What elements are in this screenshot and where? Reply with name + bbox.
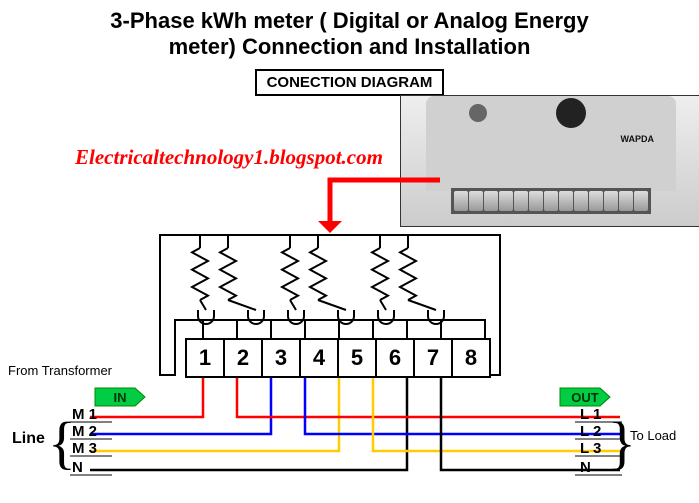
in-line-M3: M 3 <box>72 440 97 457</box>
out-line-L3: L 3 <box>580 440 601 457</box>
svg-text:OUT: OUT <box>571 390 599 405</box>
diagram-label-row: CONECTION DIAGRAM <box>0 69 699 96</box>
terminal-8: 8 <box>451 338 491 378</box>
terminal-2: 2 <box>223 338 263 378</box>
out-line-L2: L 2 <box>580 423 601 440</box>
watermark: Electricaltechnology1.blogspot.com <box>75 145 383 170</box>
page-title: 3-Phase kWh meter ( Digital or Analog En… <box>0 0 699 61</box>
out-line-L1: L 1 <box>580 406 601 423</box>
title-line-1: 3-Phase kWh meter ( Digital or Analog En… <box>0 8 699 34</box>
in-line-M1: M 1 <box>72 406 97 423</box>
brace-right: } <box>608 420 636 466</box>
diagram-box-label: CONECTION DIAGRAM <box>255 69 445 96</box>
terminal-3: 3 <box>261 338 301 378</box>
terminal-7: 7 <box>413 338 453 378</box>
terminal-1: 1 <box>185 338 225 378</box>
out-line-N: N <box>580 459 591 476</box>
svg-text:IN: IN <box>114 390 127 405</box>
line-label: Line <box>12 430 45 448</box>
terminal-4: 4 <box>299 338 339 378</box>
in-line-M2: M 2 <box>72 423 97 440</box>
terminal-6: 6 <box>375 338 415 378</box>
terminal-5: 5 <box>337 338 377 378</box>
title-line-2: meter) Connection and Installation <box>0 34 699 60</box>
meter-brand: WAPDA <box>621 134 655 144</box>
terminal-block: 12345678 <box>185 338 491 378</box>
meter-photo: WAPDA <box>400 95 699 227</box>
in-line-N: N <box>72 459 83 476</box>
to-load-label: To Load <box>630 428 676 443</box>
from-transformer-label: From Transformer <box>8 363 112 378</box>
